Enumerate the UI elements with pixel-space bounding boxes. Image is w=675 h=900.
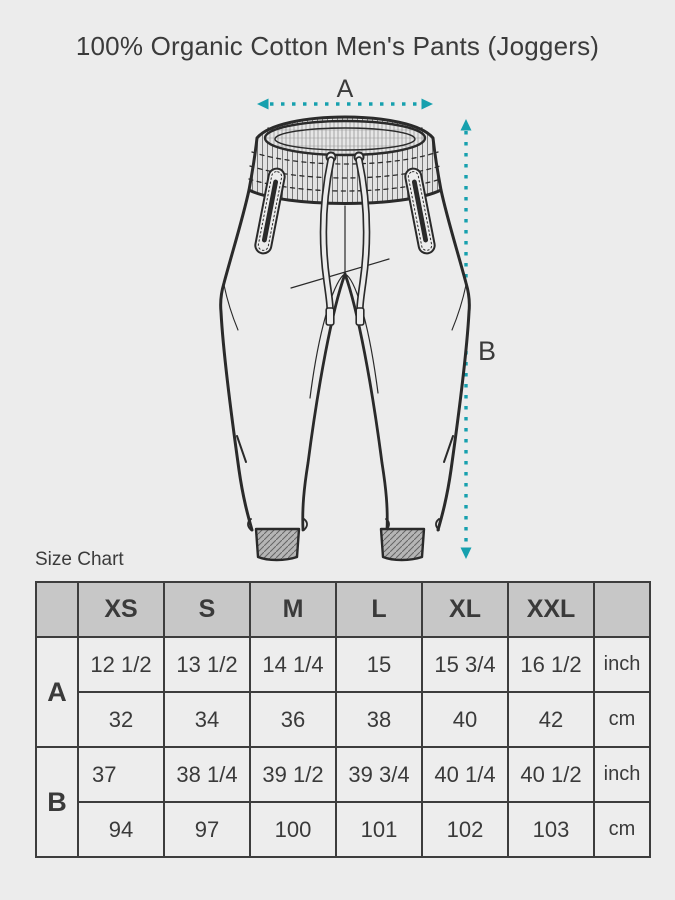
drawstring [319, 151, 371, 326]
value-cell: 16 1/2 [507, 636, 595, 693]
width-arrow [257, 98, 433, 110]
row-label-a: A [35, 636, 79, 748]
unit-cell: cm [593, 691, 651, 748]
value-cell: 13 1/2 [163, 636, 251, 693]
cuff-right [379, 527, 426, 562]
value-cell: 15 3/4 [421, 636, 509, 693]
value-cell: 37 [77, 746, 165, 803]
row-a-cm: 32 34 36 38 40 42 cm [36, 691, 651, 748]
unit-cell: inch [593, 636, 651, 693]
page-title: 100% Organic Cotton Men's Pants (Joggers… [75, 31, 600, 61]
width-arrow-label: A [337, 78, 354, 103]
size-header-m: M [249, 581, 337, 638]
length-arrow-label: B [478, 336, 496, 366]
right-outseam [436, 188, 471, 532]
waistband [247, 115, 443, 205]
value-cell: 34 [163, 691, 251, 748]
value-cell: 32 [77, 691, 165, 748]
row-a-inch: A 12 1/2 13 1/2 14 1/4 15 15 3/4 16 1/2 … [35, 636, 651, 748]
pocket-right [404, 167, 436, 255]
pants-body [220, 190, 470, 530]
size-header-row: XS S M L XL XXL [35, 581, 651, 638]
seam-marker-line [290, 258, 390, 289]
value-cell: 101 [335, 801, 423, 858]
back-rise-seam [309, 273, 379, 399]
aglet-left [325, 307, 335, 326]
left-inseam [301, 272, 347, 532]
row-label-b: B [35, 746, 79, 858]
value-cell: 97 [163, 801, 251, 858]
size-header-xs: XS [77, 581, 165, 638]
row-b-inch: B 37 38 1/4 39 1/2 39 3/4 40 1/4 40 1/2 … [35, 746, 651, 858]
cuff-left [254, 527, 301, 562]
size-chart-label: Size Chart [35, 549, 124, 570]
value-cell: 36 [249, 691, 337, 748]
size-header-l: L [335, 581, 423, 638]
aglet-right [355, 307, 365, 326]
value-cell: 102 [421, 801, 509, 858]
value-cell: 40 [421, 691, 509, 748]
value-cell: 39 3/4 [335, 746, 423, 803]
value-cell: 12 1/2 [77, 636, 165, 693]
value-cell: 38 [335, 691, 423, 748]
value-cell: 39 1/2 [249, 746, 337, 803]
size-header-xl: XL [421, 581, 509, 638]
unit-header-cell [593, 581, 651, 638]
size-header-s: S [163, 581, 251, 638]
value-cell: 40 1/4 [421, 746, 509, 803]
right-inseam [343, 272, 389, 532]
value-cell: 94 [77, 801, 165, 858]
pants-diagram: A B [219, 78, 496, 562]
value-cell: 14 1/4 [249, 636, 337, 693]
size-table: XS S M L XL XXL A 12 1/2 13 1/2 14 1/4 1… [35, 581, 651, 858]
unit-cell: cm [593, 801, 651, 858]
value-cell: 103 [507, 801, 595, 858]
value-cell: 38 1/4 [163, 746, 251, 803]
corner-header-cell [35, 581, 79, 638]
pants-drawing [219, 115, 471, 562]
value-cell: 40 1/2 [507, 746, 595, 803]
pocket-left [254, 167, 286, 255]
value-cell: 15 [335, 636, 423, 693]
value-cell: 42 [507, 691, 595, 748]
left-outseam [219, 188, 254, 532]
row-b-cm: 94 97 100 101 102 103 cm [36, 801, 651, 858]
value-cell: 100 [249, 801, 337, 858]
unit-cell: inch [593, 746, 651, 803]
length-arrow [460, 119, 472, 559]
size-header-xxl: XXL [507, 581, 595, 638]
